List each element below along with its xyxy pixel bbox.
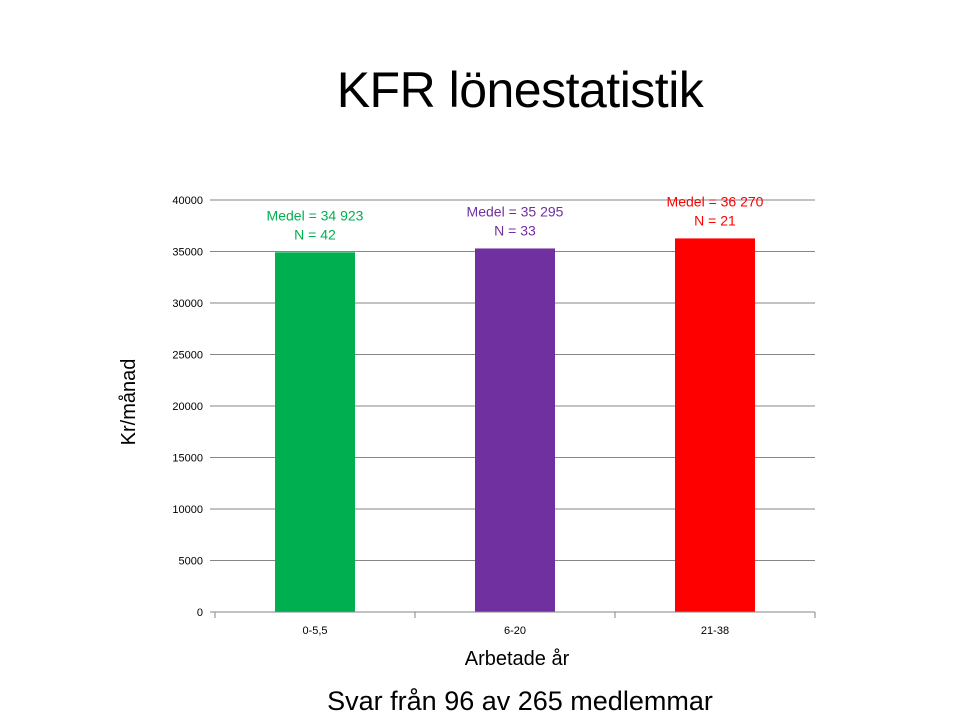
y-tick-label: 40000 <box>172 195 203 207</box>
x-tick-label: 6-20 <box>504 625 526 637</box>
y-tick-label: 25000 <box>172 350 203 362</box>
y-tick-labels: 0 5000 10000 15000 20000 25000 30000 35000 40000 <box>172 195 203 619</box>
y-tick-label: 10000 <box>172 504 203 516</box>
y-tick-label: 30000 <box>172 298 203 310</box>
bar-annotation-mean: Medel = 35 295 <box>467 203 564 219</box>
bar <box>275 252 355 613</box>
y-tick-label: 5000 <box>179 556 203 568</box>
bar-annotation-count: N = 33 <box>494 222 536 238</box>
x-tick-label: 21-38 <box>701 625 729 637</box>
bar-annotation-mean: Medel = 34 923 <box>267 207 364 223</box>
y-tick-label: 20000 <box>172 401 203 413</box>
bars <box>275 238 755 613</box>
bar <box>675 238 755 612</box>
y-axis-title: Kr/månad <box>118 359 140 446</box>
footer-note: Svar från 96 av 265 medlemmar <box>327 686 713 716</box>
bar-annotation-count: N = 42 <box>294 226 336 242</box>
bar-annotation-mean: Medel = 36 270 <box>667 193 764 209</box>
y-tick-label: 35000 <box>172 247 203 259</box>
x-axis-title: Arbetade år <box>465 648 570 670</box>
x-tick-label: 0-5,5 <box>302 625 327 637</box>
x-axis <box>214 611 816 618</box>
bar-annotation-count: N = 21 <box>694 212 736 228</box>
slide-title: KFR lönestatistik <box>336 62 704 118</box>
y-tick-label: 0 <box>197 607 203 619</box>
bar-annotations: Medel = 34 923 N = 42 Medel = 35 295 N = 33… <box>267 193 764 242</box>
bar <box>475 248 555 613</box>
y-tick-label: 15000 <box>172 453 203 465</box>
x-tick-labels: 0-5,5 6-20 21-38 <box>302 625 729 637</box>
